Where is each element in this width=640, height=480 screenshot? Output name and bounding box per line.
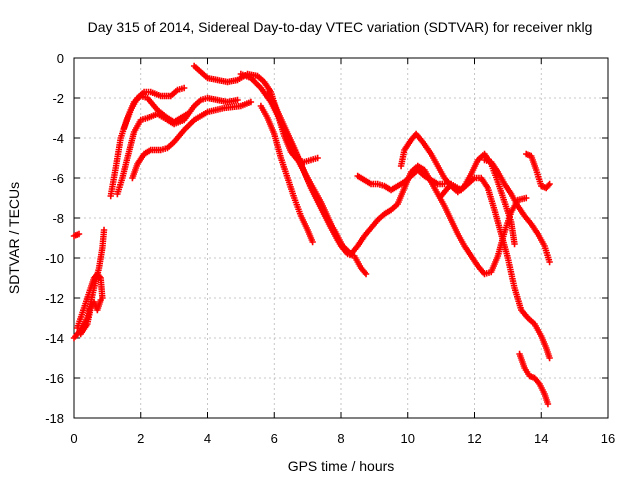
data-point (546, 180, 553, 188)
data-point (545, 182, 552, 189)
series-track-q (481, 156, 553, 266)
data-point (309, 238, 316, 246)
data-point (546, 354, 553, 362)
x-axis-label: GPS time / hours (288, 458, 395, 474)
data-point (247, 98, 255, 106)
y-axis-label: SDTVAR / TECUs (6, 182, 22, 294)
series-track-s (523, 150, 553, 192)
x-tick-label: 12 (467, 431, 481, 446)
data-points (70, 62, 553, 408)
y-tick-label: -6 (52, 171, 64, 186)
x-tick-label: 16 (601, 431, 615, 446)
axis-ticks: 0 2 4 6 8 10 12 14 16 0 -2 -4 -6 -8 -10 -12 -14 -16 -18 (45, 51, 615, 446)
y-tick-label: -14 (45, 331, 64, 346)
chart-title: Day 315 of 2014, Sidereal Day-to-day VTE… (88, 19, 593, 35)
data-point (314, 154, 321, 162)
data-point (546, 258, 553, 266)
x-tick-label: 14 (534, 431, 548, 446)
y-tick-label: -2 (52, 91, 64, 106)
y-tick-label: 0 (57, 51, 64, 66)
data-point (341, 244, 348, 252)
y-tick-label: -4 (52, 131, 64, 146)
series-track-m (267, 94, 348, 252)
data-point (100, 226, 108, 234)
series-track-h (129, 98, 255, 182)
series-track-f (114, 94, 241, 198)
y-tick-label: -10 (45, 251, 64, 266)
data-point (234, 96, 241, 104)
y-tick-label: -8 (52, 211, 64, 226)
series-track-a (70, 230, 83, 240)
x-tick-label: 6 (271, 431, 278, 446)
data-point (180, 84, 188, 92)
data-point (75, 230, 83, 238)
data-point (511, 240, 518, 248)
series-track-l (257, 102, 316, 246)
series-track-g (120, 84, 188, 132)
series-track-d (77, 296, 104, 338)
data-point (544, 400, 552, 408)
data-point (96, 273, 103, 280)
x-tick-label: 10 (401, 431, 415, 446)
y-tick-label: -16 (45, 371, 64, 386)
data-point (362, 270, 370, 278)
series-track-p (437, 174, 553, 362)
series-track-c (74, 270, 106, 332)
series-track-r (516, 350, 552, 408)
series-track-n (354, 166, 448, 194)
y-tick-label: -12 (45, 291, 64, 306)
x-tick-label: 4 (204, 431, 211, 446)
x-tick-label: 0 (70, 431, 77, 446)
y-tick-label: -18 (45, 411, 64, 426)
data-point (97, 296, 104, 304)
x-tick-label: 8 (337, 431, 344, 446)
x-tick-label: 2 (137, 431, 144, 446)
data-point (523, 194, 530, 202)
